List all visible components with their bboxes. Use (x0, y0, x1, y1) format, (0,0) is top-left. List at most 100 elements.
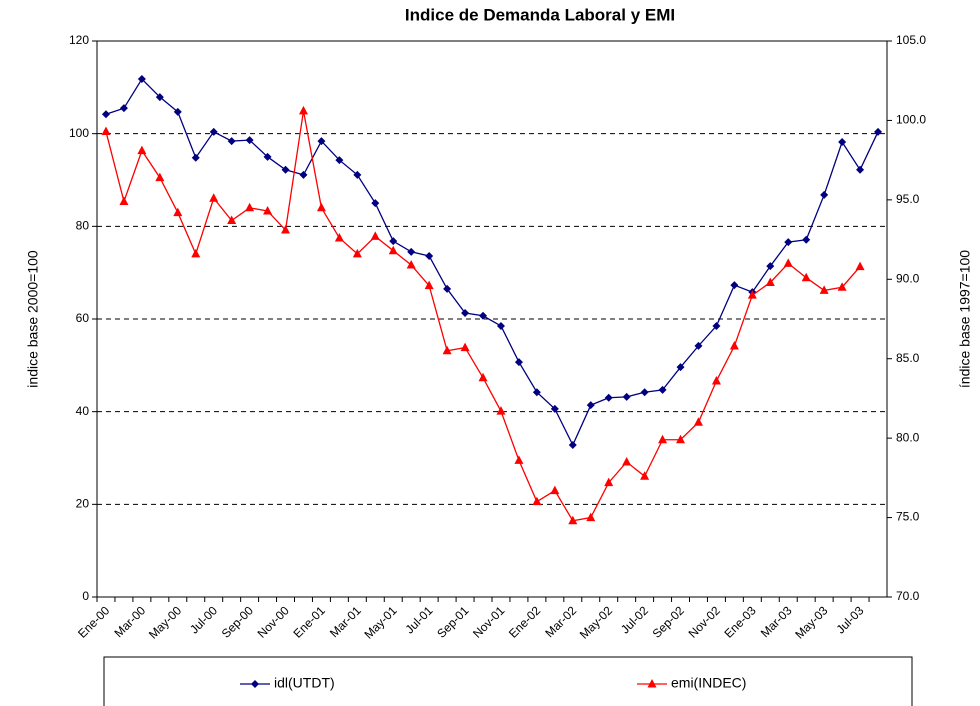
x-tick-label: Sep-02 (650, 603, 687, 640)
point (370, 231, 380, 240)
y2-tick-label: 100.0 (896, 113, 926, 127)
x-tick-label: Nov-01 (470, 603, 507, 640)
point (550, 404, 559, 413)
point (640, 471, 650, 480)
x-tick-label: Mar-00 (111, 603, 148, 640)
y2-tick-label: 90.0 (896, 271, 920, 285)
y2-tick-label: 75.0 (896, 510, 920, 524)
point (586, 512, 596, 522)
x-tick-label: May-02 (577, 603, 615, 641)
x-tick-label: Ene-01 (291, 603, 328, 640)
y-tick-label: 120 (69, 33, 89, 47)
point (478, 372, 488, 382)
point (263, 152, 272, 161)
point (820, 190, 829, 199)
point (389, 237, 398, 246)
x-tick-label: Jul-00 (187, 603, 220, 636)
y2-tick-label: 70.0 (896, 589, 920, 603)
point (227, 215, 237, 225)
y-tick-label: 80 (76, 219, 90, 233)
point (299, 170, 308, 179)
point (838, 138, 847, 147)
legend-box (103, 656, 913, 706)
point (227, 137, 236, 146)
y2-tick-label: 85.0 (896, 351, 920, 365)
x-tick-label: Ene-02 (506, 603, 543, 640)
point (874, 127, 883, 136)
series-line (105, 77, 879, 447)
point (532, 388, 541, 397)
point (784, 238, 793, 247)
y-tick-label: 0 (82, 589, 89, 603)
point (730, 281, 739, 290)
point (251, 680, 259, 688)
point (514, 358, 523, 367)
point (407, 247, 416, 256)
point (622, 456, 632, 466)
point (604, 393, 613, 402)
point (532, 496, 542, 506)
legend-label: idl(UTDT) (274, 675, 335, 691)
x-tick-label: Nov-00 (255, 603, 292, 640)
point (406, 259, 416, 269)
point (711, 375, 721, 385)
point (137, 74, 146, 83)
point (837, 282, 847, 291)
point (173, 107, 182, 116)
x-tick-label: Ene-00 (75, 603, 112, 640)
point (479, 311, 488, 320)
point (622, 392, 631, 401)
point (676, 363, 685, 372)
point (712, 321, 721, 330)
point (460, 342, 470, 352)
y-tick-label: 20 (76, 497, 90, 511)
point (694, 341, 703, 350)
y2-tick-label: 105.0 (896, 33, 926, 47)
y2-tick-label: 80.0 (896, 430, 920, 444)
x-tick-label: Jul-01 (403, 603, 436, 636)
point (137, 145, 147, 155)
x-tick-label: Mar-01 (327, 603, 364, 640)
x-tick-label: May-01 (361, 603, 399, 641)
point (550, 485, 560, 495)
point (855, 261, 865, 271)
x-tick-label: Sep-01 (434, 603, 471, 640)
point (316, 202, 326, 212)
point (334, 232, 344, 242)
point (155, 93, 164, 102)
point (496, 406, 506, 415)
point (281, 225, 291, 234)
y2-axis-label: índice base 1997=100 (957, 250, 973, 388)
point (191, 248, 201, 258)
point (747, 290, 757, 299)
point (783, 258, 793, 267)
x-tick-label: Nov-02 (686, 603, 723, 640)
point (729, 341, 739, 350)
point (802, 235, 811, 244)
point (281, 165, 290, 174)
point (425, 251, 434, 260)
point (209, 127, 218, 136)
point (658, 385, 667, 394)
point (766, 262, 775, 271)
point (568, 515, 578, 525)
point (298, 105, 308, 115)
point (514, 455, 524, 464)
point (856, 165, 865, 174)
point (658, 434, 668, 444)
point (388, 245, 398, 255)
y-tick-label: 100 (69, 126, 89, 140)
point (245, 202, 255, 212)
point (245, 136, 254, 145)
point (173, 207, 183, 217)
point (819, 285, 829, 294)
x-tick-label: May-00 (146, 603, 184, 641)
point (101, 126, 111, 136)
point (568, 441, 577, 450)
point (647, 679, 657, 688)
point (676, 434, 686, 444)
point (209, 193, 219, 202)
point (371, 199, 380, 208)
y-tick-label: 60 (76, 311, 90, 325)
